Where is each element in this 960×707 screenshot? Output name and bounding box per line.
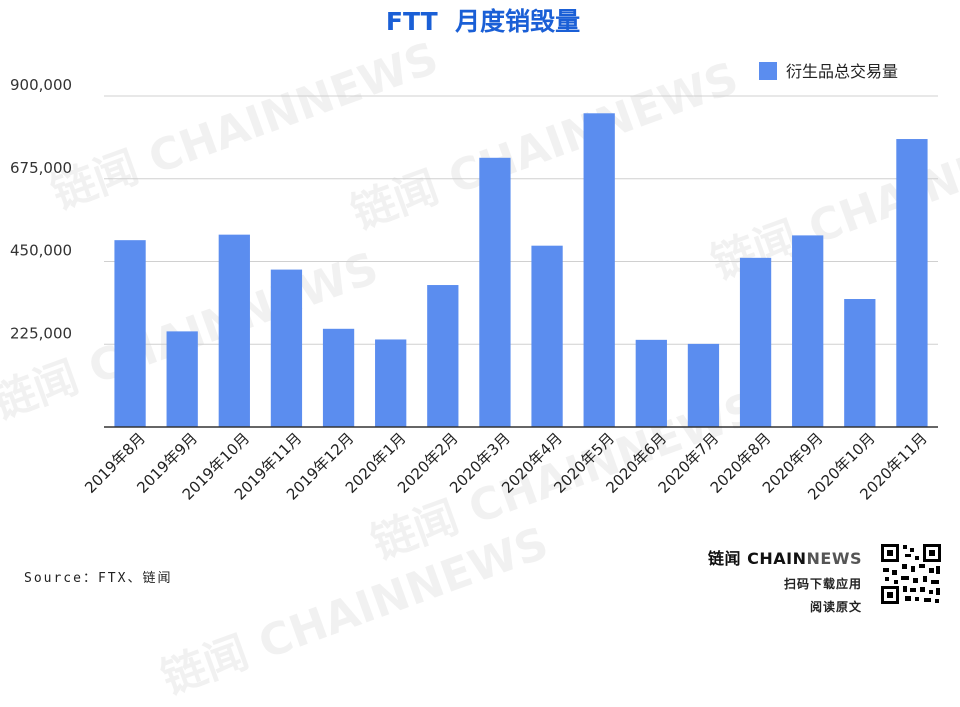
brand-cn: 链闻 bbox=[708, 549, 742, 568]
legend: 衍生品总交易量 bbox=[759, 62, 898, 81]
bar bbox=[844, 299, 876, 427]
bar bbox=[583, 113, 615, 427]
bar bbox=[270, 269, 303, 427]
y-tick-label: 450,000 bbox=[10, 242, 72, 260]
brand-logo-text: 链闻 CHAINNEWS bbox=[708, 545, 862, 569]
y-tick-label: 225,000 bbox=[10, 324, 72, 342]
bar bbox=[427, 285, 459, 427]
brand-read: 阅读原文 bbox=[809, 600, 862, 614]
bar bbox=[635, 339, 667, 427]
qr-code-icon[interactable] bbox=[879, 542, 943, 606]
chart-title: FTT 月度销毁量 bbox=[386, 7, 580, 36]
bar bbox=[687, 343, 720, 427]
brand-block: 链闻 CHAINNEWS 扫码下载应用 阅读原文 bbox=[708, 545, 862, 615]
y-tick-label: 900,000 bbox=[10, 76, 72, 94]
bar bbox=[531, 245, 563, 427]
source-note: Source：FTX、链闻 bbox=[24, 571, 173, 586]
legend-label: 衍生品总交易量 bbox=[786, 62, 898, 81]
bar bbox=[218, 234, 250, 427]
bar bbox=[375, 339, 407, 427]
bar bbox=[166, 331, 198, 427]
brand-news: NEWS bbox=[806, 549, 862, 568]
bar bbox=[739, 257, 772, 427]
bar bbox=[322, 328, 355, 427]
y-tick-label: 675,000 bbox=[10, 159, 72, 177]
bar bbox=[792, 235, 824, 427]
bar-chart: FTT 月度销毁量 衍生品总交易量 225,000 450,000 675,000 9… bbox=[10, 7, 938, 504]
bar bbox=[896, 139, 928, 427]
bar bbox=[479, 157, 511, 427]
bar bbox=[114, 240, 146, 427]
brand-chain: CHAIN bbox=[747, 549, 807, 568]
legend-swatch bbox=[759, 62, 777, 80]
brand-download: 扫码下载应用 bbox=[783, 577, 862, 591]
